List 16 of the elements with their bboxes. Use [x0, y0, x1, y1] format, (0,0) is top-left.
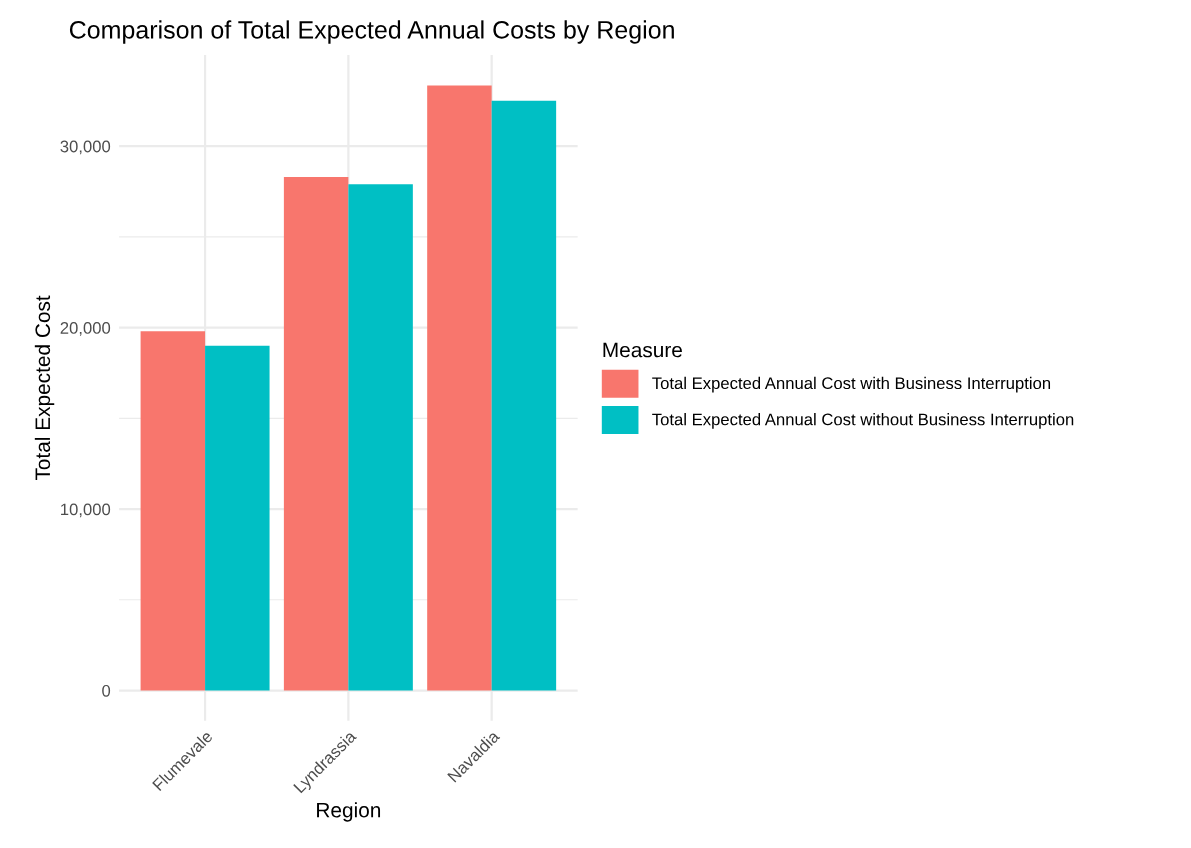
y-tick-label: 20,000	[60, 322, 111, 336]
bar	[427, 85, 492, 691]
chart-title: Comparison of Total Expected Annual Costs by Region	[69, 20, 674, 44]
bar	[140, 331, 206, 691]
bar	[491, 100, 557, 691]
y-tick-label: 30,000	[60, 140, 111, 155]
x-axis-title: Region	[317, 802, 381, 822]
y-axis-title: Total Expected Cost	[34, 295, 55, 481]
y-tick-label: 0	[102, 684, 111, 697]
bar	[205, 345, 270, 691]
bar	[283, 177, 349, 691]
legend-title: Measure	[603, 342, 682, 358]
legend-label: Total Expected Annual Cost with Business Interruption	[652, 376, 1051, 393]
bar	[348, 184, 413, 691]
y-tick-label: 10,000	[61, 503, 111, 518]
legend-label: Total Expected Annual Cost without Business Interruption	[652, 413, 1074, 429]
